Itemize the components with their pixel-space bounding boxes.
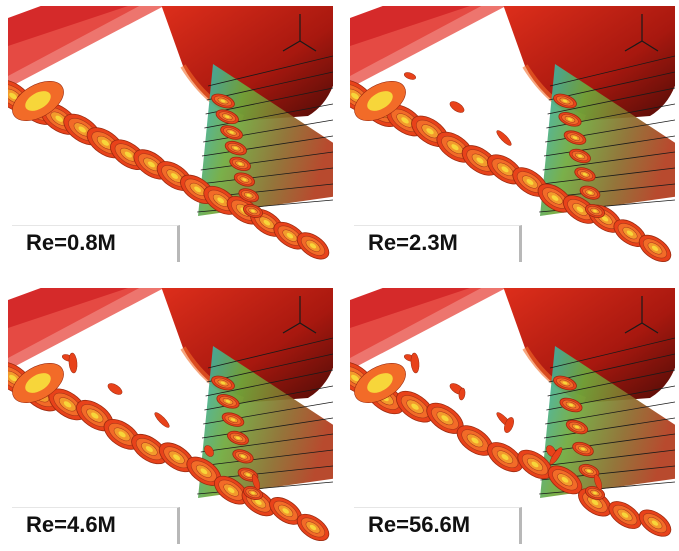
wing-strip (350, 288, 506, 370)
reynolds-label: Re=2.3M (354, 225, 522, 262)
reynolds-label: Re=56.6M (354, 507, 522, 544)
panel-re-0-8m: Re=0.8M (8, 6, 333, 266)
wing-strip (350, 6, 506, 88)
axis-triad-icon (624, 296, 659, 334)
axis-triad-icon (624, 14, 659, 52)
vortex-render (350, 6, 675, 262)
vortex-chain (8, 352, 330, 542)
vortex-render (350, 288, 675, 537)
axis-triad-icon (282, 296, 317, 334)
reynolds-label: Re=0.8M (12, 225, 180, 262)
vortex-render (8, 288, 333, 542)
panel-re-56-6m: Re=56.6M (350, 288, 675, 548)
panel-re-2-3m: Re=2.3M (350, 6, 675, 266)
vortex-chain (350, 352, 672, 537)
wing-strip (8, 288, 164, 370)
reynolds-label: Re=4.6M (12, 507, 180, 544)
panel-re-4-6m: Re=4.6M (8, 288, 333, 548)
vortex-chain (350, 72, 672, 262)
axis-triad-icon (282, 14, 317, 52)
vortex-render (8, 6, 333, 260)
wing-strip (8, 6, 164, 88)
vortex-chain (8, 79, 330, 260)
